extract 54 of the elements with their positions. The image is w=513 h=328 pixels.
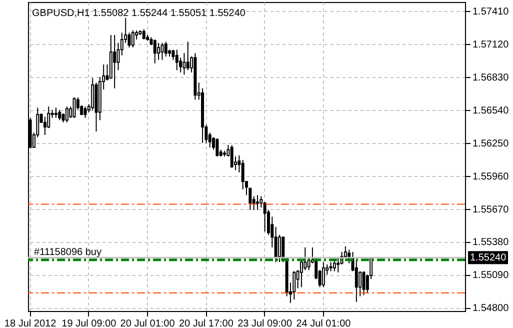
x-tick-label: 23 Jul 09:00 — [238, 318, 292, 328]
candlestick — [160, 42, 164, 60]
y-tick-label: 1.57410 — [472, 6, 510, 18]
y-tick-label: 1.57120 — [472, 40, 510, 51]
candlestick — [91, 78, 94, 110]
candlestick — [332, 259, 336, 272]
candlestick — [113, 34, 116, 89]
candlestick — [182, 52, 186, 76]
text: GBPUSD,H1 1.55082 1.55244 1.55051 1.55240 — [32, 8, 246, 19]
x-tick-label: 20 Jul 01:00 — [120, 318, 176, 328]
candlestick — [278, 234, 281, 263]
candlestick — [274, 226, 278, 263]
candlestick — [304, 246, 307, 271]
candlestick — [322, 262, 325, 288]
candlestick — [175, 49, 178, 71]
candlestick — [164, 41, 168, 58]
y-tick-label: 1.55960 — [472, 171, 510, 182]
candlestick — [72, 96, 76, 118]
candlestick — [216, 138, 219, 157]
ref-line-label: #11158096 buy — [34, 246, 102, 258]
y-tick-label: 1.56540 — [472, 105, 510, 116]
candlestick — [256, 194, 259, 210]
candlestick — [54, 107, 58, 118]
y-tick-label: 1.55090 — [472, 270, 510, 282]
y-tick-label: 1.55380 — [472, 237, 510, 248]
candlestick — [230, 144, 234, 168]
x-tick-label: 18 Jul 2012 — [4, 318, 57, 328]
ref-line-label: 1.55240 — [470, 252, 507, 264]
candlestick — [65, 106, 68, 123]
candlestick — [157, 42, 160, 60]
candlestick — [131, 30, 134, 48]
candlestick — [358, 270, 362, 297]
candlestick — [142, 28, 146, 40]
y-tick-label: 1.55670 — [472, 204, 510, 216]
x-tick-label: 20 Jul 17:00 — [178, 318, 234, 328]
candlestick — [241, 159, 244, 190]
candlestick — [58, 109, 62, 121]
candlestick — [329, 262, 332, 272]
candlestick — [248, 188, 252, 210]
y-tick-label: 1.56250 — [472, 138, 510, 150]
candlestick — [186, 41, 190, 71]
candlestick — [336, 257, 340, 273]
y-tick-label: 1.56830 — [472, 72, 510, 84]
candlestick — [62, 112, 65, 123]
x-tick-label: 19 Jul 09:00 — [62, 318, 117, 328]
candlestick — [84, 106, 87, 118]
candlestick — [263, 201, 266, 232]
x-tick-label: 24 Jul 01:00 — [296, 318, 352, 328]
candlestick — [292, 270, 296, 300]
y-tick-label: 1.54800 — [472, 303, 510, 314]
candlestick — [43, 116, 46, 136]
candlestick — [172, 49, 175, 60]
candlestick — [362, 270, 366, 296]
candlestick — [153, 38, 156, 64]
